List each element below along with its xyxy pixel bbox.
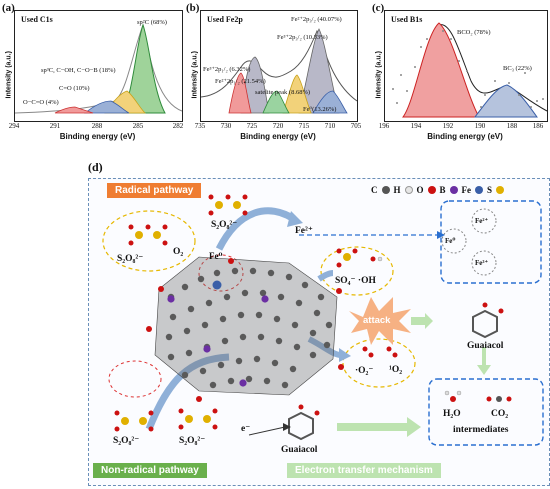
legend-fe-label: Fe bbox=[461, 185, 472, 195]
boron-atom-icon bbox=[449, 186, 458, 194]
b1s-xtick: 186 bbox=[532, 122, 544, 130]
b1s-xtick: 190 bbox=[474, 122, 486, 130]
fe0-label: Fe⁰ bbox=[209, 251, 223, 261]
panel-a-label: (a) bbox=[2, 2, 15, 14]
guaiacol-right-label: Guaiacol bbox=[467, 341, 504, 351]
carbon-atom-icon bbox=[381, 186, 390, 194]
fe2p-xtick: 710 bbox=[324, 122, 336, 130]
fe2p-xtick: 730 bbox=[220, 122, 232, 130]
radical-pathway-tag: Radical pathway bbox=[107, 183, 202, 198]
c1s-xtick: 294 bbox=[8, 122, 20, 130]
c1s-xtick: 288 bbox=[91, 122, 103, 130]
fe2p-peak-satellite: satelite peak (8.68%) bbox=[255, 89, 311, 96]
intermediates-label: intermediates bbox=[453, 425, 509, 435]
legend-h-label: H bbox=[393, 185, 401, 195]
hydrogen-atom-icon bbox=[404, 186, 413, 194]
fe2p-xtick: 735 bbox=[194, 122, 206, 130]
c1s-plot: Used C1s sp²C (68%) sp³C, C−OH, C−O−B (1… bbox=[14, 10, 183, 122]
legend-s-label: S bbox=[487, 185, 493, 195]
c1s-peak-sp2: sp²C (68%) bbox=[137, 19, 167, 26]
superoxide-label: ·O₂⁻ bbox=[355, 366, 374, 376]
b1s-title: Used B1s bbox=[391, 15, 423, 24]
fe2-label: Fe²⁺ bbox=[295, 226, 313, 236]
fe2p-xtick: 715 bbox=[298, 122, 310, 130]
cycle-fe2-label: Fe²⁺ bbox=[475, 217, 489, 225]
c1s-spectrum bbox=[15, 23, 182, 114]
b1s-peak-bc3: BC₃ (22%) bbox=[503, 65, 532, 72]
b1s-plot: Used B1s BCO₂ (78%) BC₃ (22%) bbox=[384, 10, 548, 122]
c1s-xtick: 282 bbox=[172, 122, 184, 130]
fe2p-xlabel: Binding energy (eV) bbox=[240, 132, 316, 141]
singlet-oxygen-label: ¹O₂ bbox=[389, 365, 403, 375]
b1s-xtick: 188 bbox=[506, 122, 518, 130]
persulfate-top-label: S₂O₈²⁻ bbox=[211, 220, 238, 230]
sulfur-atom-icon bbox=[496, 186, 505, 194]
fe2p-peak-fe3-32: Fe³⁺2p₃/₂ (10.33%) bbox=[277, 34, 328, 41]
panel-c-label: (c) bbox=[372, 2, 385, 14]
b1s-xtick: 192 bbox=[442, 122, 454, 130]
atom-legend: C H O B Fe S bbox=[371, 185, 505, 195]
guaiacol-bottom-label: Guaiacol bbox=[281, 445, 318, 455]
b1s-xtick: 194 bbox=[410, 122, 422, 130]
panel-b-label: (b) bbox=[186, 2, 200, 14]
fe2p-spectrum bbox=[201, 28, 357, 114]
legend-c-label: C bbox=[371, 185, 378, 195]
legend-o-label: O bbox=[416, 185, 424, 195]
fe2p-ylabel: Intensity (a.u.) bbox=[191, 51, 199, 99]
persulfate-bl2-label: S₂O₈²⁻ bbox=[179, 436, 206, 446]
b1s-xlabel: Binding energy (eV) bbox=[427, 132, 503, 141]
fe2p-xtick: 705 bbox=[350, 122, 362, 130]
cycle-fe3-label: Fe³⁺ bbox=[475, 259, 489, 267]
b1s-xtick: 196 bbox=[378, 122, 390, 130]
mechanism-graphics bbox=[102, 194, 544, 446]
b1s-peak-bco2: BCO₂ (78%) bbox=[457, 29, 491, 36]
mechanism-diagram: Radical pathway Non-radical pathway Elec… bbox=[88, 178, 550, 486]
c1s-peak-co: C=O (10%) bbox=[59, 85, 90, 92]
persulfate-left-label: S₂O₈²⁻ bbox=[117, 254, 144, 264]
c1s-peak-sp3: sp³C, C−OH, C−O−B (18%) bbox=[41, 67, 116, 74]
persulfate-bl1-label: S₂O₈²⁻ bbox=[113, 436, 140, 446]
electron-transfer-tag: Electron transfer mechanism bbox=[287, 463, 441, 478]
legend-b-label: B bbox=[439, 185, 446, 195]
oxygen-label: O₂ bbox=[173, 247, 184, 257]
iron-atom-icon bbox=[475, 186, 484, 194]
radicals-label: SO₄⁻ ·OH bbox=[335, 276, 376, 286]
b1s-spectrum bbox=[392, 22, 547, 118]
fe2p-plot: Used Fe2p Fe²⁺2p₃/₂ (40.07%) Fe³⁺2p₃/₂ (… bbox=[200, 10, 358, 122]
c1s-xlabel: Binding energy (eV) bbox=[59, 132, 136, 141]
fe2p-xtick: 725 bbox=[246, 122, 258, 130]
fe2p-peak-fe3-12: Fe³⁺2p₁/₂ (6.32%) bbox=[203, 66, 251, 73]
panel-d-label: (d) bbox=[88, 160, 103, 174]
oxygen-atom-icon bbox=[427, 186, 436, 194]
fe2p-title: Used Fe2p bbox=[207, 15, 243, 24]
c1s-ylabel: Intensity (a.u.) bbox=[5, 51, 13, 99]
co2-label: CO₂ bbox=[491, 409, 509, 419]
fe2p-xtick: 720 bbox=[272, 122, 284, 130]
cycle-fe0-label: Fe⁰ bbox=[445, 237, 456, 245]
c1s-peak-oco: O−C=O (4%) bbox=[23, 99, 59, 106]
c1s-xtick: 291 bbox=[49, 122, 61, 130]
water-label: H₂O bbox=[443, 409, 461, 419]
fe2p-peak-fe2-12: Fe²⁺2p₁/₂ (21.54%) bbox=[215, 78, 266, 85]
b1s-ylabel: Intensity (a.u.) bbox=[375, 51, 383, 99]
c1s-title: Used C1s bbox=[21, 15, 53, 24]
non-radical-pathway-tag: Non-radical pathway bbox=[93, 463, 207, 478]
fe2p-peak-fe0: Fe⁰(13.26%) bbox=[303, 106, 337, 113]
electron-label: e⁻ bbox=[241, 424, 251, 434]
attack-label: attack bbox=[363, 315, 391, 326]
c1s-xtick: 285 bbox=[132, 122, 144, 130]
fe2p-peak-fe2-32: Fe²⁺2p₃/₂ (40.07%) bbox=[291, 16, 342, 23]
